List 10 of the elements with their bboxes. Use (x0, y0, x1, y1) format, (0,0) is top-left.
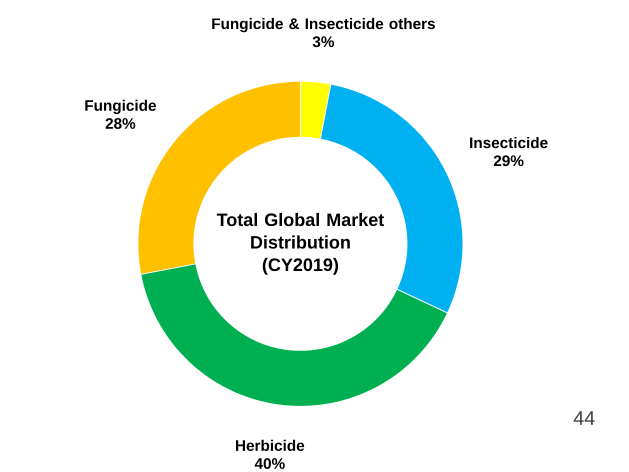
data-label: 29% (494, 155, 524, 166)
data-label: 3% (312, 36, 334, 48)
slice-label: Insecticide (470, 136, 548, 148)
data-label: 40% (254, 458, 285, 469)
text: Total Global Market Distribution (CY2019) (216, 212, 384, 275)
slice-label: Fungicide & Insecticide others (212, 18, 435, 32)
text: 44 (574, 411, 595, 425)
data-label: 28% (106, 118, 136, 129)
slice-label: Herbicide (236, 440, 304, 451)
slice-label: Fungicide (85, 100, 156, 114)
